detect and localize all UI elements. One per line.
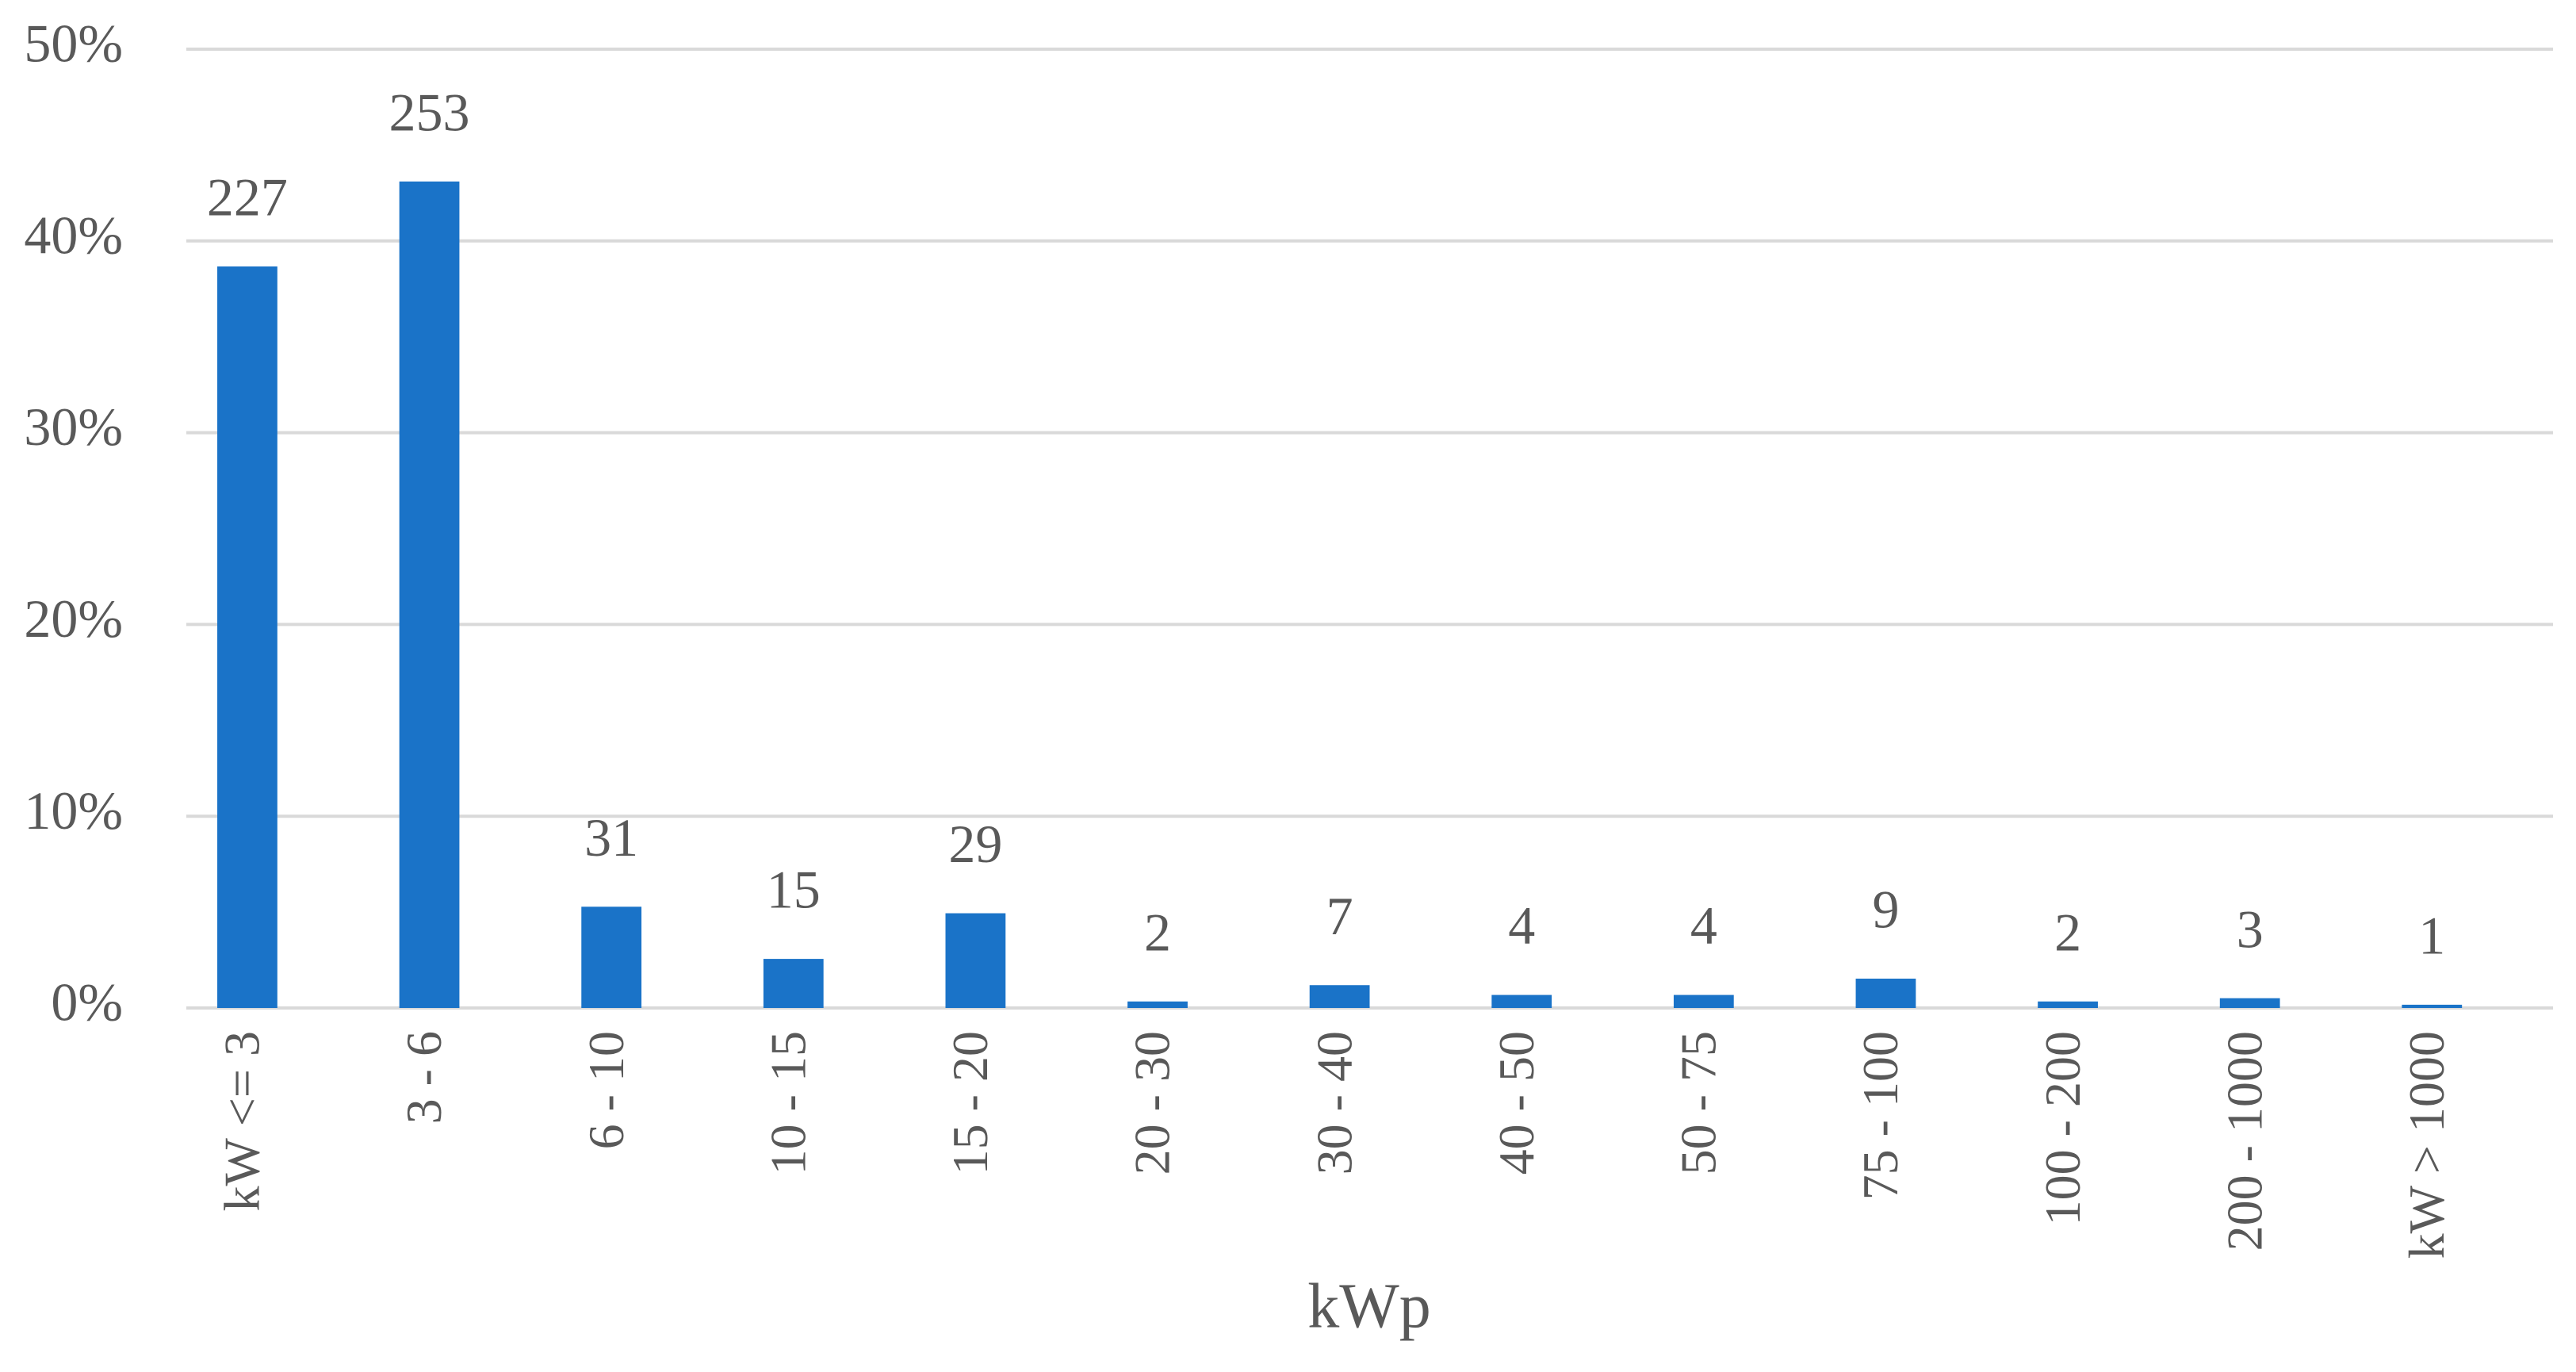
data-label: 4 [1508, 895, 1535, 956]
bar [1127, 1001, 1188, 1008]
x-tick-label: kW > 1000 [2398, 1031, 2455, 1259]
bar [1491, 995, 1552, 1008]
bar [2219, 998, 2280, 1008]
data-label: 227 [207, 167, 288, 228]
data-label: 2 [2054, 902, 2081, 962]
y-tick-label: 50% [24, 13, 123, 74]
x-tick-label: 6 - 10 [578, 1031, 634, 1149]
data-label: 29 [948, 814, 1002, 874]
bar [2402, 1004, 2463, 1008]
y-tick-label: 40% [24, 205, 123, 265]
bar [945, 913, 1006, 1008]
data-label: 3 [2237, 899, 2264, 959]
bar [2038, 1001, 2098, 1008]
x-tick-label: 200 - 1000 [2216, 1031, 2272, 1251]
bar [581, 906, 642, 1008]
y-tick-label: 0% [51, 972, 123, 1033]
bar [217, 266, 278, 1008]
data-label: 9 [1872, 880, 1899, 940]
x-tick-label: 20 - 30 [1124, 1031, 1181, 1175]
y-tick-label: 30% [24, 397, 123, 457]
bar [1309, 985, 1370, 1008]
bar [763, 959, 824, 1008]
bar [1673, 995, 1734, 1008]
data-label: 2 [1144, 902, 1171, 962]
x-tick-label: 30 - 40 [1306, 1031, 1362, 1175]
x-axis-title: kWp [1307, 1271, 1431, 1341]
x-tick-label: 15 - 20 [942, 1031, 998, 1175]
x-tick-label: 100 - 200 [2034, 1031, 2091, 1225]
data-label: 4 [1690, 895, 1717, 956]
data-label: 7 [1326, 886, 1353, 946]
bar [1855, 979, 1916, 1008]
data-label: 31 [584, 807, 638, 868]
data-label: 1 [2418, 905, 2445, 965]
data-label: 15 [767, 860, 821, 920]
x-tick-label: 10 - 15 [760, 1031, 816, 1175]
x-tick-label: kW <= 3 [214, 1031, 270, 1211]
x-tick-label: 50 - 75 [1671, 1031, 1727, 1175]
x-tick-label: 75 - 100 [1852, 1031, 1908, 1200]
x-tick-label: 40 - 50 [1488, 1031, 1544, 1175]
bar [399, 181, 460, 1008]
x-tick-label: 3 - 6 [396, 1031, 452, 1124]
data-label: 253 [389, 82, 470, 142]
y-tick-label: 10% [24, 780, 123, 841]
y-tick-label: 20% [24, 588, 123, 649]
